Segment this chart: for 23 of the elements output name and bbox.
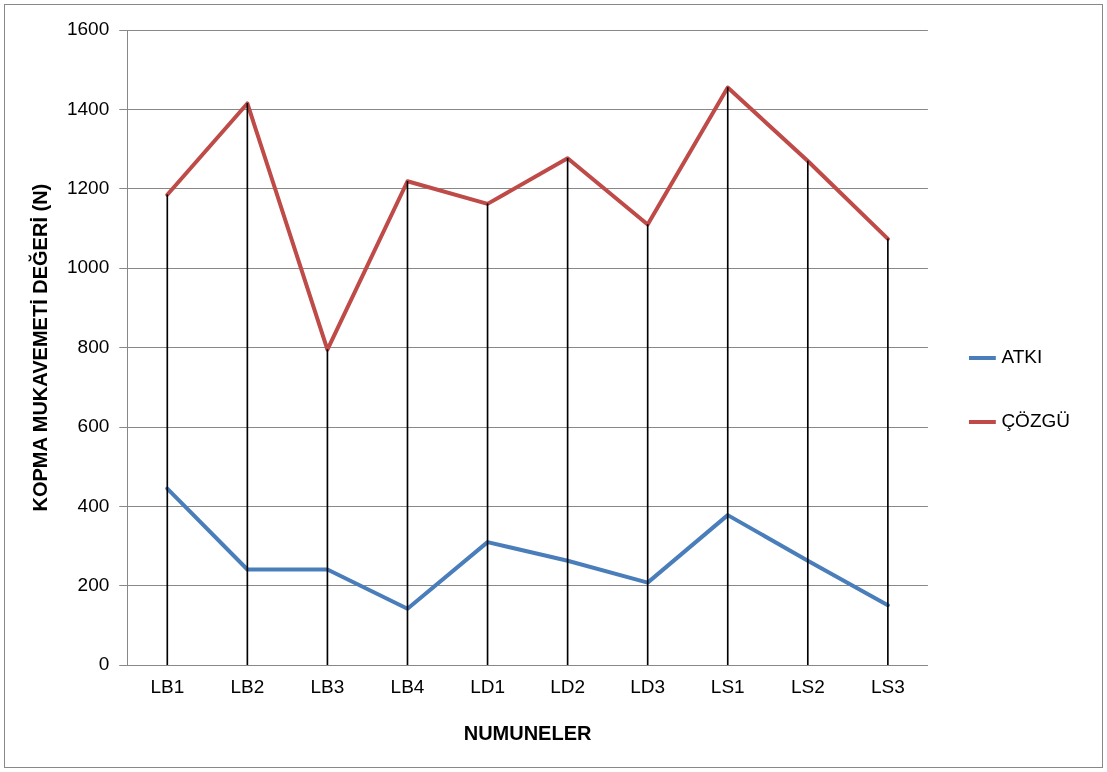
y-axis-title: KOPMA MUKAVEMETİ DEĞERİ (N)	[27, 183, 51, 512]
y-tick-label: 400	[77, 494, 110, 516]
x-tick-label: LS3	[870, 675, 905, 697]
x-tick-label: LD1	[470, 675, 505, 697]
y-tick-label: 800	[77, 335, 110, 357]
x-tick-label: LS1	[710, 675, 745, 697]
y-tick-label: 0	[98, 653, 110, 675]
x-axis-title: NUMUNELER	[463, 721, 593, 744]
y-tick-label: 600	[77, 415, 110, 437]
y-tick-label: 1600	[66, 18, 110, 40]
legend-label: ATKI	[1001, 346, 1043, 368]
x-tick-label: LB4	[390, 675, 425, 697]
x-tick-label: LB2	[230, 675, 265, 697]
y-tick-label: 1400	[66, 97, 110, 119]
x-tick-label: LB1	[150, 675, 185, 697]
x-tick-label: LD2	[550, 675, 586, 697]
y-tick-label: 200	[77, 574, 110, 596]
x-tick-label: LB3	[310, 675, 345, 697]
y-tick-label: 1000	[66, 256, 110, 278]
y-tick-label: 1200	[66, 177, 110, 199]
x-tick-label: LD3	[630, 675, 666, 697]
legend-label: ÇÖZGÜ	[1001, 410, 1070, 432]
x-tick-label: LS2	[790, 675, 825, 697]
